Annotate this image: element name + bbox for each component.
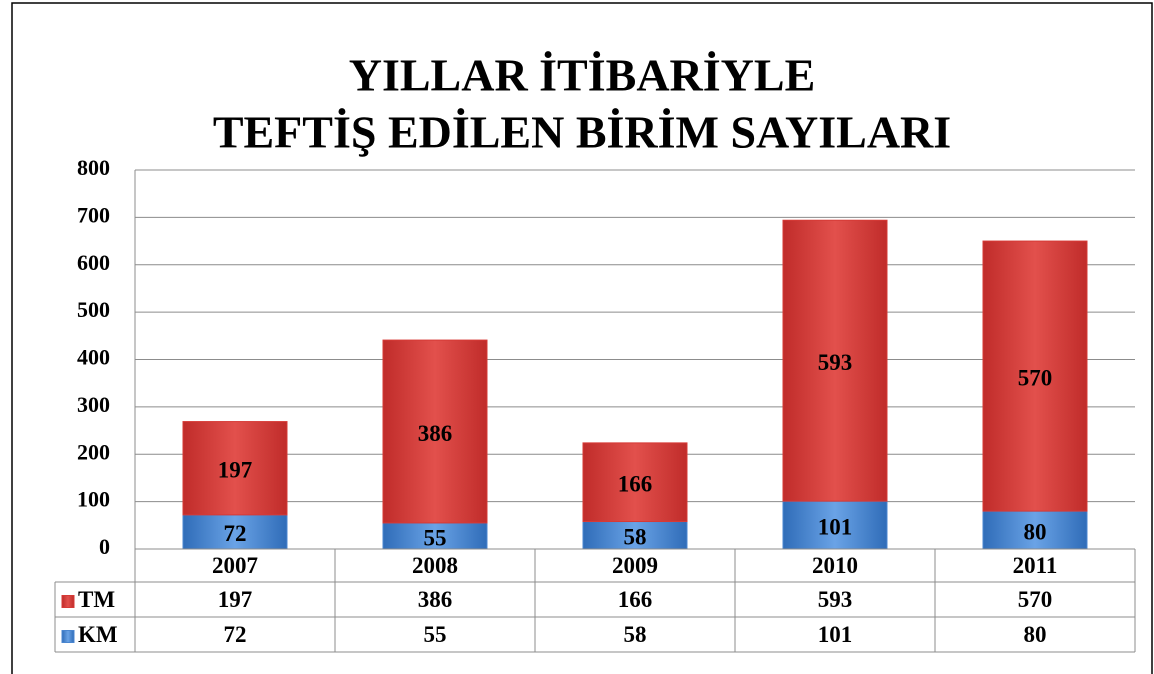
table-cell: 197 — [218, 587, 253, 612]
x-tick-label: 2011 — [1013, 553, 1058, 578]
y-tick-label: 0 — [99, 534, 110, 559]
table-cell: 386 — [418, 587, 453, 612]
data-label: 58 — [624, 525, 647, 550]
table-cell: 58 — [624, 622, 647, 647]
data-label: 72 — [224, 521, 247, 546]
table-cell: 166 — [618, 587, 653, 612]
y-tick-label: 100 — [77, 487, 110, 512]
data-label: 386 — [418, 421, 453, 446]
table-cell: 80 — [1024, 622, 1047, 647]
bar-segment — [582, 521, 688, 550]
x-tick-label: 2010 — [812, 553, 858, 578]
table-cell: 593 — [818, 587, 853, 612]
data-label: 593 — [818, 350, 853, 375]
table-cell: 570 — [1018, 587, 1053, 612]
data-label: 80 — [1024, 519, 1047, 544]
y-tick-label: 700 — [77, 202, 110, 227]
chart-title: YILLAR İTİBARİYLE — [349, 50, 816, 101]
data-label: 101 — [818, 514, 853, 539]
y-tick-label: 800 — [77, 155, 110, 180]
y-tick-label: 500 — [77, 297, 110, 322]
legend-label: TM — [78, 587, 115, 612]
table-cell: 101 — [818, 622, 853, 647]
legend-label: KM — [78, 622, 118, 647]
chart-title: TEFTİŞ EDİLEN BİRİM SAYILARI — [213, 107, 951, 158]
data-label: 570 — [1018, 365, 1053, 390]
legend-swatch — [61, 595, 75, 608]
x-tick-label: 2009 — [612, 553, 658, 578]
bar-segment — [382, 339, 488, 524]
y-tick-label: 600 — [77, 250, 110, 275]
y-tick-label: 300 — [77, 392, 110, 417]
table-cell: 55 — [424, 622, 447, 647]
bar-segment — [782, 219, 888, 502]
data-label: 55 — [424, 525, 447, 550]
data-label: 197 — [218, 458, 253, 483]
table-cell: 72 — [224, 622, 247, 647]
y-tick-label: 400 — [77, 345, 110, 370]
bar-segment — [982, 510, 1088, 550]
data-label: 166 — [618, 471, 653, 496]
bar-segment — [182, 421, 288, 516]
frame — [11, 2, 1153, 674]
legend-swatch — [61, 630, 75, 643]
bar-segment — [782, 500, 888, 550]
bar-segment — [582, 442, 688, 523]
bar-segment — [982, 240, 1088, 512]
y-tick-label: 200 — [77, 439, 110, 464]
x-tick-label: 2007 — [212, 553, 258, 578]
x-tick-label: 2008 — [412, 553, 458, 578]
